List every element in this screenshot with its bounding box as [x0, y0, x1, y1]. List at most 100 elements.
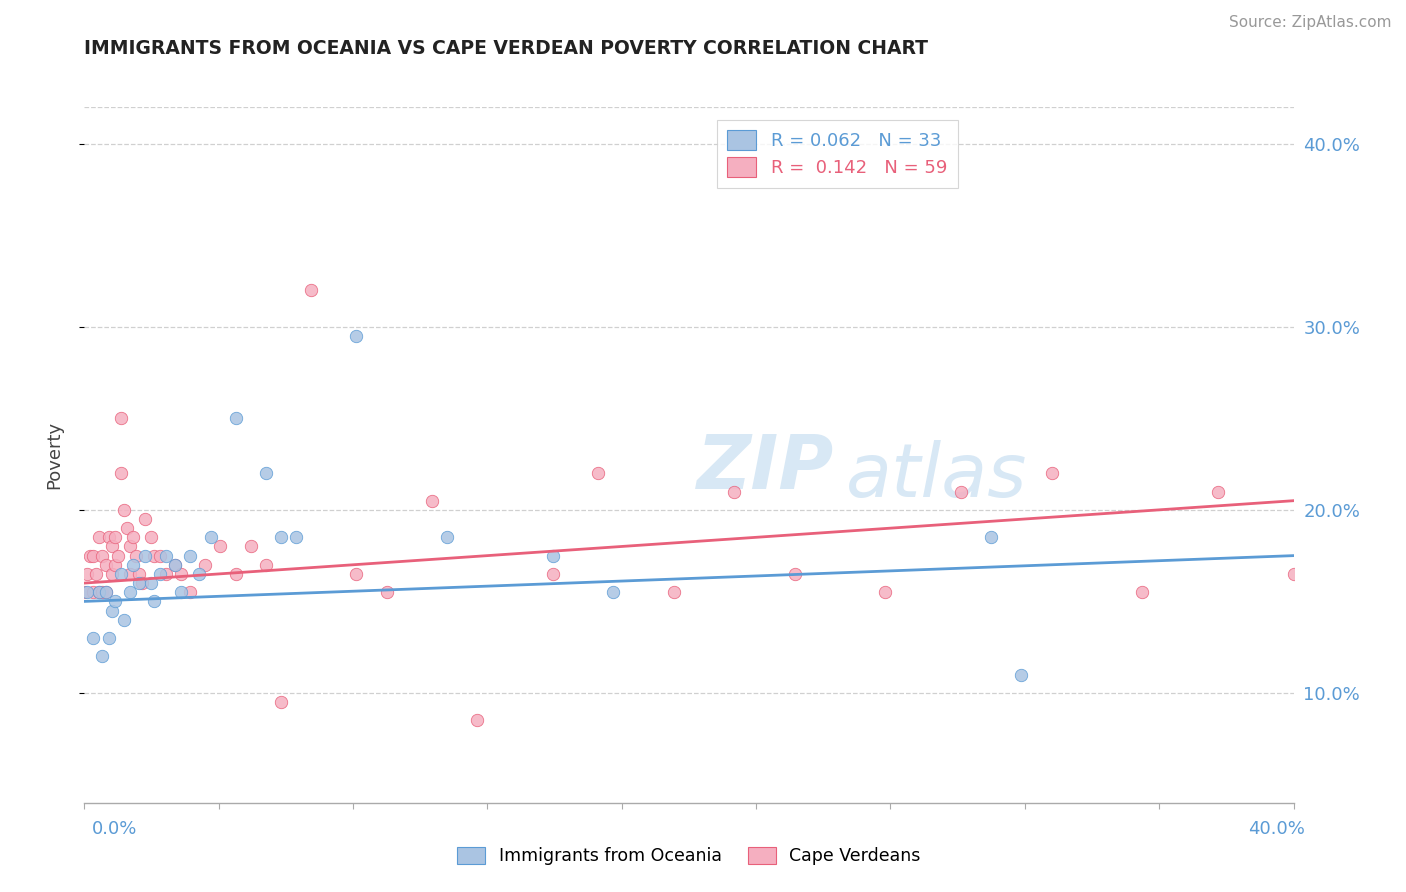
Point [134, 549, 156, 563]
Point [375, 585, 398, 599]
Point [91, 649, 114, 664]
Point [467, 714, 489, 728]
Point [170, 585, 193, 599]
Text: IMMIGRANTS FROM OCEANIA VS CAPE VERDEAN POVERTY CORRELATION CHART: IMMIGRANTS FROM OCEANIA VS CAPE VERDEAN … [84, 39, 928, 58]
Point [121, 530, 143, 544]
Point [89, 530, 111, 544]
Point [112, 503, 135, 517]
Point [100, 603, 122, 617]
Point [980, 530, 1002, 544]
Text: 40.0%: 40.0% [1249, 820, 1305, 838]
Point [76, 566, 98, 581]
Point [723, 484, 745, 499]
Point [541, 566, 564, 581]
Point [270, 695, 292, 709]
Point [254, 558, 277, 572]
Point [128, 576, 150, 591]
Point [270, 530, 292, 544]
Point [950, 484, 973, 499]
Point [225, 566, 247, 581]
Point [179, 585, 201, 599]
Point [94, 585, 117, 599]
Point [155, 549, 177, 563]
Point [170, 566, 193, 581]
Point [165, 558, 187, 572]
Point [254, 467, 277, 481]
Point [155, 566, 177, 581]
Point [179, 549, 201, 563]
Point [200, 530, 222, 544]
Point [118, 540, 141, 554]
Point [110, 411, 132, 425]
Point [142, 594, 165, 608]
Point [239, 540, 262, 554]
Point [73, 585, 96, 599]
Point [139, 576, 162, 591]
Point [79, 549, 101, 563]
Point [125, 549, 148, 563]
Point [420, 493, 443, 508]
Point [89, 585, 111, 599]
Point [1130, 585, 1153, 599]
Point [875, 585, 897, 599]
Point [110, 467, 132, 481]
Point [118, 585, 141, 599]
Point [82, 549, 104, 563]
Point [97, 631, 120, 645]
Point [188, 566, 211, 581]
Legend: Immigrants from Oceania, Cape Verdeans: Immigrants from Oceania, Cape Verdeans [449, 838, 929, 874]
Point [104, 558, 127, 572]
Point [209, 540, 232, 554]
Point [165, 558, 187, 572]
Text: 0.0%: 0.0% [91, 820, 136, 838]
Point [112, 613, 135, 627]
Point [139, 530, 162, 544]
Point [149, 566, 172, 581]
Point [602, 585, 624, 599]
Point [121, 558, 143, 572]
Point [436, 530, 458, 544]
Point [299, 283, 322, 297]
Point [91, 585, 114, 599]
Point [100, 566, 122, 581]
Point [110, 566, 132, 581]
Point [82, 585, 104, 599]
Text: Source: ZipAtlas.com: Source: ZipAtlas.com [1229, 15, 1392, 29]
Point [94, 585, 117, 599]
Point [588, 467, 610, 481]
Point [94, 558, 117, 572]
Point [194, 558, 217, 572]
Point [1206, 484, 1229, 499]
Point [86, 566, 108, 581]
Text: ZIP: ZIP [697, 433, 834, 506]
Point [115, 521, 138, 535]
Point [1282, 566, 1305, 581]
Point [1011, 667, 1033, 681]
Point [1040, 467, 1063, 481]
Point [142, 549, 165, 563]
Point [541, 549, 564, 563]
Point [82, 631, 104, 645]
Text: atlas: atlas [846, 440, 1028, 512]
Point [104, 530, 127, 544]
Point [285, 530, 308, 544]
Point [783, 566, 806, 581]
Point [662, 585, 685, 599]
Point [128, 566, 150, 581]
Point [118, 566, 141, 581]
Point [100, 540, 122, 554]
Point [149, 549, 172, 563]
Point [89, 585, 111, 599]
Point [346, 329, 368, 343]
Point [134, 512, 156, 526]
Point [76, 585, 98, 599]
Point [131, 576, 153, 591]
Point [1327, 493, 1350, 508]
Point [346, 566, 368, 581]
Point [225, 411, 247, 425]
Point [97, 530, 120, 544]
Y-axis label: Poverty: Poverty [45, 421, 63, 489]
Point [107, 549, 129, 563]
Point [91, 549, 114, 563]
Point [104, 594, 127, 608]
